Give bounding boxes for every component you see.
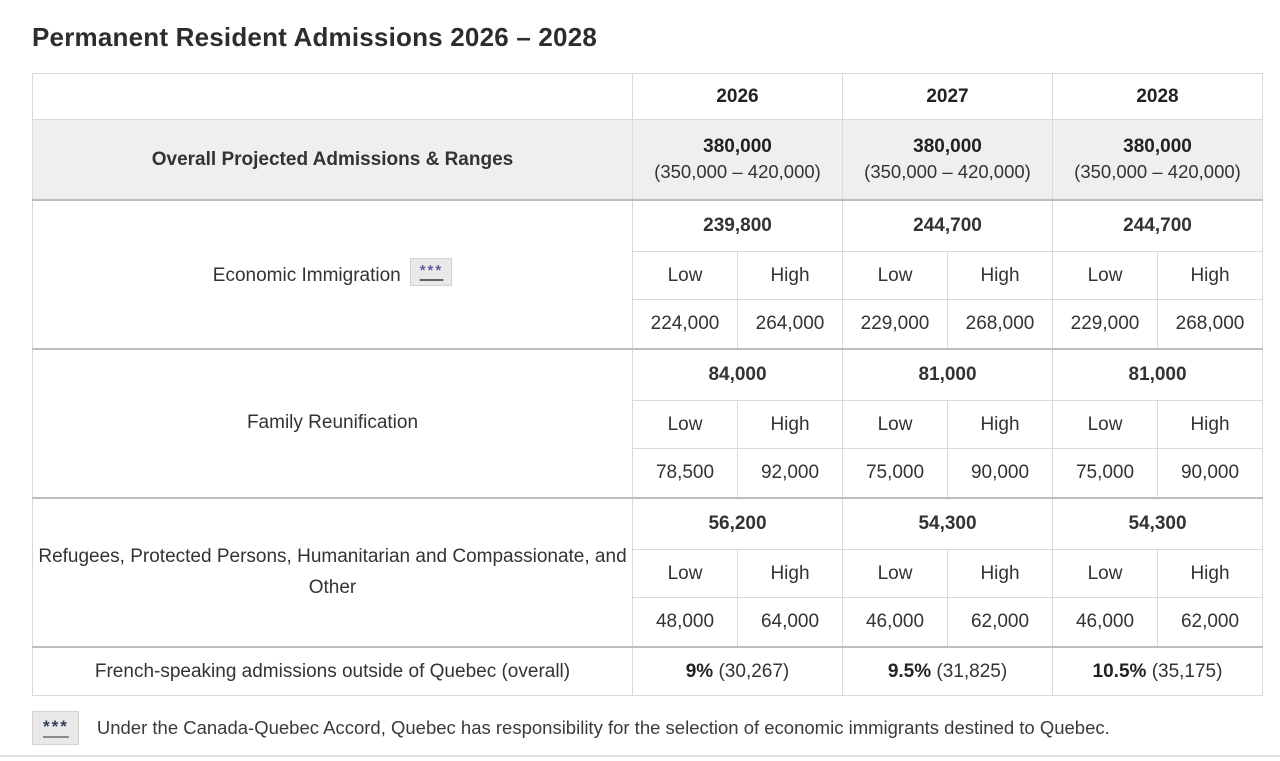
low-value-cell: 75,000 <box>842 448 948 499</box>
high-header-cell: High <box>1157 400 1263 449</box>
low-header-cell: Low <box>1052 549 1158 598</box>
low-header-cell: Low <box>632 251 738 300</box>
french-percent: 10.5% <box>1092 660 1147 682</box>
economic-target-row: Economic Immigration *** 239,800 244,700 … <box>32 199 1263 350</box>
footnote-text: Under the Canada-Quebec Accord, Quebec h… <box>96 717 1110 738</box>
overall-row: Overall Projected Admissions & Ranges 38… <box>32 119 1263 201</box>
overall-value-cell-2028: 380,000 (350,000 – 420,000) <box>1052 119 1263 201</box>
admissions-table: 2026 2027 2028 Overall Projected Admissi… <box>32 73 1263 696</box>
family-target-row: Family Reunification 84,000 81,000 81,00… <box>32 348 1263 499</box>
overall-row-label: Overall Projected Admissions & Ranges <box>32 119 633 201</box>
french-value-cell-2028: 10.5% (35,175) <box>1052 646 1263 696</box>
high-value-cell: 90,000 <box>947 448 1053 499</box>
high-header-cell: High <box>1157 251 1263 300</box>
low-value-cell: 229,000 <box>1052 299 1158 350</box>
family-section-label-cell: Family Reunification <box>32 348 633 499</box>
high-header-cell: High <box>737 251 843 300</box>
overall-range: (350,000 – 420,000) <box>1074 161 1241 182</box>
low-value-cell: 229,000 <box>842 299 948 350</box>
overall-target: 380,000 <box>1123 136 1192 157</box>
low-header-cell: Low <box>842 251 948 300</box>
header-empty-cell <box>32 73 633 120</box>
french-row: French-speaking admissions outside of Qu… <box>32 646 1263 696</box>
high-value-cell: 268,000 <box>947 299 1053 350</box>
high-header-cell: High <box>947 549 1053 598</box>
footnote: *** Under the Canada-Quebec Accord, Queb… <box>32 711 1262 745</box>
footnote-marker-link[interactable]: *** <box>409 257 453 286</box>
refugees-target-row: Refugees, Protected Persons, Humanitaria… <box>32 497 1263 648</box>
high-value-cell: 90,000 <box>1157 448 1263 499</box>
high-header-cell: High <box>947 400 1053 449</box>
high-value-cell: 64,000 <box>737 597 843 648</box>
page-title: Permanent Resident Admissions 2026 – 202… <box>32 22 598 52</box>
bottom-divider <box>0 755 1280 757</box>
year-header-2026: 2026 <box>632 73 843 120</box>
section-label: Economic Immigration <box>212 264 401 286</box>
low-header-cell: Low <box>1052 400 1158 449</box>
target-cell-2026: 239,800 <box>632 199 843 252</box>
french-value-cell-2026: 9% (30,267) <box>632 646 843 696</box>
footnote-marker-badge[interactable]: *** <box>32 711 79 745</box>
year-header-2028: 2028 <box>1052 73 1263 120</box>
target-cell-2027: 244,700 <box>842 199 1053 252</box>
low-header-cell: Low <box>632 549 738 598</box>
high-header-cell: High <box>947 251 1053 300</box>
high-header-cell: High <box>737 549 843 598</box>
year-header-2027: 2027 <box>842 73 1053 120</box>
table-header-row: 2026 2027 2028 <box>32 73 1263 120</box>
low-value-cell: 46,000 <box>842 597 948 648</box>
family-values-row: 78,500 92,000 75,000 90,000 75,000 90,00… <box>33 448 1263 499</box>
overall-range: (350,000 – 420,000) <box>654 161 821 182</box>
target-cell-2028: 54,300 <box>1052 497 1263 550</box>
high-header-cell: High <box>1157 549 1263 598</box>
target-cell-2027: 54,300 <box>842 497 1053 550</box>
overall-target: 380,000 <box>703 136 772 157</box>
low-header-cell: Low <box>1052 251 1158 300</box>
low-header-cell: Low <box>842 400 948 449</box>
refugees-lowhigh-row: Low High Low High Low High <box>33 549 1263 598</box>
french-row-label: French-speaking admissions outside of Qu… <box>32 646 633 696</box>
low-header-cell: Low <box>632 400 738 449</box>
overall-range: (350,000 – 420,000) <box>864 161 1031 182</box>
target-cell-2026: 84,000 <box>632 348 843 401</box>
target-cell-2027: 81,000 <box>842 348 1053 401</box>
high-value-cell: 92,000 <box>737 448 843 499</box>
refugees-values-row: 48,000 64,000 46,000 62,000 46,000 62,00… <box>33 597 1263 648</box>
target-cell-2028: 244,700 <box>1052 199 1263 252</box>
target-cell-2028: 81,000 <box>1052 348 1263 401</box>
high-value-cell: 62,000 <box>947 597 1053 648</box>
french-value-cell-2027: 9.5% (31,825) <box>842 646 1053 696</box>
low-value-cell: 78,500 <box>632 448 738 499</box>
overall-value-cell-2026: 380,000 (350,000 – 420,000) <box>632 119 843 201</box>
high-value-cell: 268,000 <box>1157 299 1263 350</box>
economic-values-row: 224,000 264,000 229,000 268,000 229,000 … <box>33 299 1263 350</box>
high-value-cell: 264,000 <box>737 299 843 350</box>
low-header-cell: Low <box>842 549 948 598</box>
high-value-cell: 62,000 <box>1157 597 1263 648</box>
low-value-cell: 48,000 <box>632 597 738 648</box>
section-label: Refugees, Protected Persons, Humanitaria… <box>38 546 627 598</box>
economic-lowhigh-row: Low High Low High Low High <box>33 251 1263 300</box>
low-value-cell: 75,000 <box>1052 448 1158 499</box>
family-lowhigh-row: Low High Low High Low High <box>33 400 1263 449</box>
low-value-cell: 46,000 <box>1052 597 1158 648</box>
overall-value-cell-2027: 380,000 (350,000 – 420,000) <box>842 119 1053 201</box>
french-percent: 9.5% <box>887 660 932 682</box>
economic-section-label-cell: Economic Immigration *** <box>32 199 633 350</box>
french-percent: 9% <box>685 660 714 682</box>
section-label: Family Reunification <box>246 412 419 434</box>
target-cell-2026: 56,200 <box>632 497 843 550</box>
overall-target: 380,000 <box>913 136 982 157</box>
refugees-section-label-cell: Refugees, Protected Persons, Humanitaria… <box>32 497 633 648</box>
french-count: (30,267) <box>718 660 790 682</box>
french-count: (31,825) <box>936 660 1008 682</box>
low-value-cell: 224,000 <box>632 299 738 350</box>
high-header-cell: High <box>737 400 843 449</box>
french-count: (35,175) <box>1151 660 1223 682</box>
